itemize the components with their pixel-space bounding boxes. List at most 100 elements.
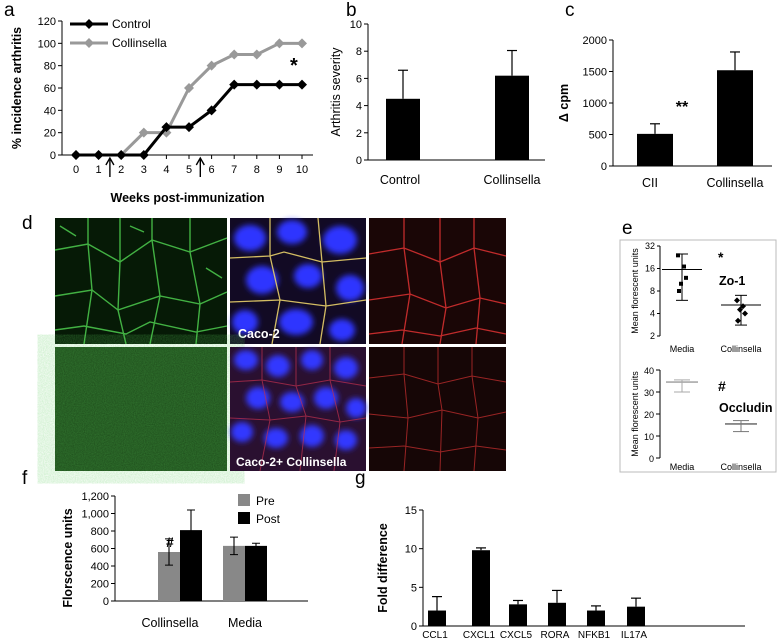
data-point-collinsella [138,127,149,138]
legend-marker-collinsella [84,38,94,48]
chart-e-zo1: 2 4 8 16 32 Mean florescent units Media Collins… [630,241,762,354]
data-point-control [161,122,172,133]
data-point-collinsella [297,38,307,49]
series-line-control [76,83,302,157]
protein-label: Occludin [719,401,772,415]
x-tick-label: 0 [73,164,79,176]
micrograph-bottom-green [55,347,227,471]
x-tick-label: Collinsella [707,176,764,190]
y-tick-label: 8 [356,46,362,58]
legend-swatch-post [238,512,250,524]
y-tick-label: 10 [350,19,362,31]
y-tick-label: 15 [405,505,417,517]
data-point [742,310,748,317]
x-tick-label: 10 [296,164,308,176]
y-tick-label: 800 [91,526,109,538]
chart-a-incidence: 0 20 40 60 80 100 120 0 1 2 3 4 5 6 7 8 9 10 % incidence a… [10,16,313,205]
x-tick-label: 8 [254,164,260,176]
y-tick-label: 30 [644,388,654,398]
x-tick-label: CXCL1 [463,630,496,639]
chart-g-fold-difference: 0 5 10 15 CCL1 CXCL1 CXCL5 RORA NFKB1 IL17A Fold d… [376,505,745,639]
x-tick-label: Media [228,616,262,630]
x-tick-label: 7 [231,164,237,176]
bar-post-collinsella [180,530,202,601]
panel-label-a: a [4,0,15,21]
y-axis-label: Arthritis severity [329,47,343,137]
chart-b-severity: 0 2 4 6 8 10 Control Collinsella Arthritis sever… [329,19,545,187]
y-axis-label: Mean florescent units [630,248,640,334]
data-point-control [116,150,127,160]
data-point-control [93,150,104,160]
micrograph-bottom-merged: Caco-2+ Collinsella [229,347,367,472]
y-tick-label: 2 [650,331,655,341]
y-tick-label: 10 [644,432,654,442]
panel-label-d: d [22,213,33,234]
y-tick-label: 1500 [583,67,607,79]
x-tick-label: 9 [276,164,282,176]
significance-mark: # [718,378,726,394]
x-tick-label: 6 [209,164,215,176]
data-point [682,264,686,269]
x-tick-label: Media [670,344,695,354]
x-tick-label: CII [642,176,658,190]
x-tick-label: CXCL5 [500,630,533,639]
bar-cxcl5 [509,604,527,626]
bar-pre-media [223,545,245,601]
significance-mark: * [290,55,298,77]
chart-c-cpm: 0 500 1000 1500 2000 CII Collinsella Δ cpm ** [557,35,772,190]
bar-control [386,98,420,160]
data-point-control [71,150,81,160]
bar-il17a [627,606,645,626]
y-tick-label: 60 [44,83,56,95]
y-tick-label: 20 [44,128,56,140]
bar-post-media [245,545,267,601]
data-point-control [206,105,217,116]
data-point-collinsella [206,60,217,71]
significance-mark: ** [676,99,689,116]
data-point-control [138,150,149,160]
y-tick-label: 6 [356,73,362,85]
y-tick-label: 2000 [583,35,607,47]
bar-nfkb1 [587,610,605,626]
y-tick-label: 0 [356,155,362,167]
data-point [740,303,746,310]
data-point-control [274,79,285,90]
legend-label-pre: Pre [256,494,275,508]
x-tick-label: NFKB1 [578,630,611,639]
y-tick-label: 2 [356,128,362,140]
x-tick-label: Control [380,173,420,187]
series-line-collinsella [76,41,302,157]
significance-mark: * [718,249,724,265]
y-axis-label: Fold difference [376,523,390,613]
data-point-control [184,122,194,133]
x-tick-label: CCL1 [422,630,448,639]
y-tick-label: 0 [50,150,56,162]
legend-swatch-pre [238,494,250,506]
data-point [679,281,683,286]
y-tick-label: 16 [645,264,655,274]
x-tick-label: 4 [163,164,169,176]
x-tick-label: 3 [141,164,147,176]
y-tick-label: 1,200 [81,491,109,503]
y-tick-label: 200 [91,579,109,591]
y-axis-label: Δ cpm [557,84,571,122]
micrograph-top-merged: Caco-2 [229,217,367,345]
protein-label: Zo-1 [719,274,745,288]
legend-label-collinsella: Collinsella [112,36,167,50]
micrograph-label-caco2-collinsella: Caco-2+ Collinsella [236,455,347,469]
micrograph-grid: Caco-2 [54,217,507,472]
y-tick-label: 500 [589,130,607,142]
y-axis-label: Mean florescent units [630,371,640,457]
data-point-control [251,79,262,90]
legend-label-post: Post [256,512,281,526]
y-tick-label: 1000 [583,98,607,110]
y-tick-label: 4 [356,101,362,113]
data-point [734,297,740,304]
data-point-collinsella [274,38,285,49]
y-axis-label: % incidence arthritis [10,27,24,149]
x-tick-label: RORA [541,630,570,639]
micrograph-top-green [54,218,228,345]
micrograph-label-caco2: Caco-2 [238,327,280,341]
panel-label-e: e [622,218,633,239]
